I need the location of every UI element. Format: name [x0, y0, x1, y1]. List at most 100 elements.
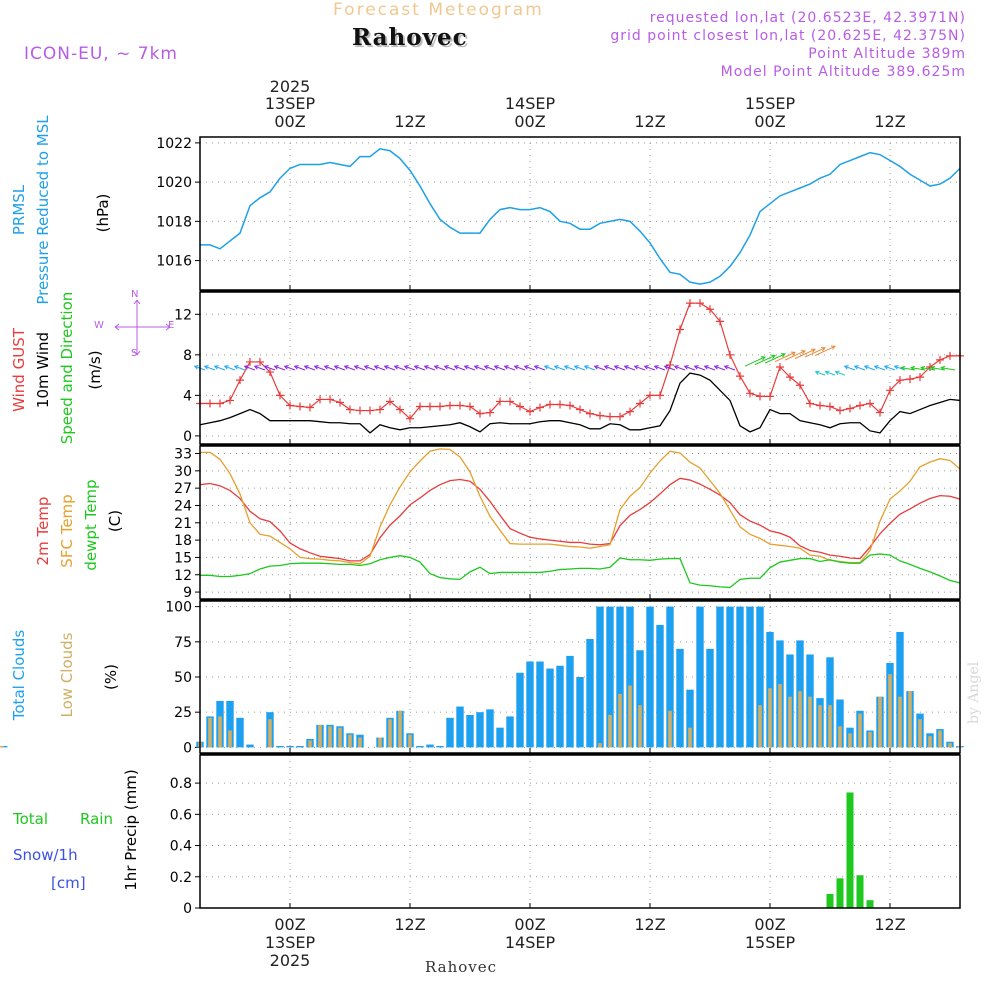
total-cloud-bar: [436, 745, 444, 748]
gust-marker: [796, 381, 804, 390]
rain-label: Rain: [80, 810, 113, 828]
gust-marker: [316, 395, 324, 404]
total-cloud-bar: [736, 606, 744, 748]
wind-arrow-head: [713, 365, 719, 370]
gust-marker: [816, 401, 824, 410]
wind-arrow-head: [853, 365, 859, 370]
gust-marker: [436, 402, 444, 411]
time-label-top: 12Z: [874, 112, 905, 131]
ytick-label: 4: [183, 388, 192, 404]
wind-arrow: [774, 351, 796, 363]
wind-arrow: [394, 365, 406, 371]
cm-label: [cm]: [51, 874, 86, 892]
wind-arrow-head: [463, 365, 469, 370]
wind-arrow-head: [723, 365, 729, 370]
wind-arrow: [884, 365, 896, 371]
panel-2: 0 4 8 12: [115, 292, 964, 445]
wind-arrow: [214, 365, 226, 371]
rain-bar: [846, 792, 854, 908]
wind-arrow: [254, 365, 266, 371]
wind-arrow-head: [573, 365, 579, 370]
wind-arrow: [634, 365, 646, 371]
wind-arrow-head: [760, 356, 766, 361]
gust-marker: [416, 402, 424, 411]
wind-arrow: [454, 365, 466, 371]
wind-arrow-head: [820, 347, 826, 352]
wind-arrow-head: [423, 365, 429, 370]
total-cloud-bar: [566, 655, 574, 748]
compass-s: S: [131, 348, 138, 359]
low-cloud-bar: [388, 719, 392, 748]
gust-marker: [396, 405, 404, 414]
total-cloud-bar: [286, 745, 294, 748]
low-cloud-bar: [618, 693, 622, 748]
low-cloud-bar: [948, 743, 952, 748]
total-cloud-bar: [596, 606, 604, 748]
wind-arrow-head: [483, 365, 489, 370]
gust-marker: [576, 405, 584, 414]
total-cloud-bar: [746, 606, 754, 748]
gust-marker: [626, 407, 634, 416]
wind-arrow-head: [770, 354, 776, 359]
wind-arrow-head: [583, 365, 589, 370]
wind-arrow: [564, 365, 576, 371]
point-altitude: Point Altitude 389m: [808, 46, 966, 62]
wind-arrow: [464, 365, 476, 371]
total-label: Total: [12, 810, 48, 828]
dewpoint-label: dewpt Temp: [82, 479, 100, 570]
wind-arrow: [684, 365, 696, 371]
gust-marker: [596, 411, 604, 420]
low-cloud-bar: [608, 715, 612, 748]
ytick-label: 9: [183, 585, 192, 601]
requested-lonlat: requested lon,lat (20.6523E, 42.3971N): [649, 10, 966, 26]
low-cloud-bar: [908, 691, 912, 748]
wind-arrow: [424, 365, 436, 371]
wind-arrow: [724, 365, 736, 371]
wind-arrow: [624, 365, 636, 371]
wind-arrow: [644, 365, 656, 371]
panel-4: 0 25 50 75 100: [0, 600, 964, 756]
ytick-label: 1020: [156, 175, 192, 191]
gust-marker: [376, 405, 384, 414]
gust-marker: [456, 401, 464, 410]
wind-arrow: [234, 365, 246, 371]
ytick-label: 15: [174, 550, 192, 566]
gust-marker: [656, 391, 664, 400]
wind-arrow-head: [930, 365, 936, 371]
low-cloud-bar: [918, 719, 922, 748]
wind-arrow-head: [343, 365, 349, 370]
precip-label: 1hr Precip (mm): [122, 769, 140, 890]
wind-arrow-head: [940, 365, 946, 371]
time-label-bottom: 14SEP: [505, 933, 556, 952]
gust-marker: [706, 305, 714, 314]
wind-arrow: [694, 365, 706, 371]
sfc-temp-label: SFC Temp: [58, 494, 76, 567]
gust-marker: [896, 376, 904, 385]
grid-point-lonlat: grid point closest lon,lat (20.625E, 42.…: [610, 28, 966, 44]
gust-marker: [446, 401, 454, 410]
wind-arrow-head: [834, 370, 840, 376]
gust-marker: [936, 355, 944, 364]
wind-arrow: [594, 365, 606, 371]
wind-arrow-head: [283, 365, 289, 370]
time-label-top: 00Z: [754, 112, 785, 131]
low-cloud-bar: [848, 733, 852, 748]
gust-marker: [806, 399, 814, 408]
total-cloud-bar: [606, 606, 614, 748]
compass-w: W: [94, 320, 104, 331]
total-cloud-bar: [446, 717, 454, 748]
t2m-label: 2m Temp: [34, 497, 52, 566]
gust-marker: [866, 399, 874, 408]
wind-arrow-head: [293, 365, 299, 370]
low-cloud-bar: [398, 710, 402, 748]
ytick-label: 27: [174, 481, 192, 497]
total-cloud-bar: [246, 744, 254, 748]
wind-arrow-head: [553, 365, 559, 370]
ytick-label: 33: [174, 447, 192, 463]
gust-marker: [236, 376, 244, 385]
low-cloud-bar: [938, 730, 942, 748]
gust-marker: [676, 325, 684, 334]
total-cloud-bar: [416, 745, 424, 748]
footer-location: Rahovec: [425, 958, 498, 976]
wind-arrow: [294, 365, 306, 371]
